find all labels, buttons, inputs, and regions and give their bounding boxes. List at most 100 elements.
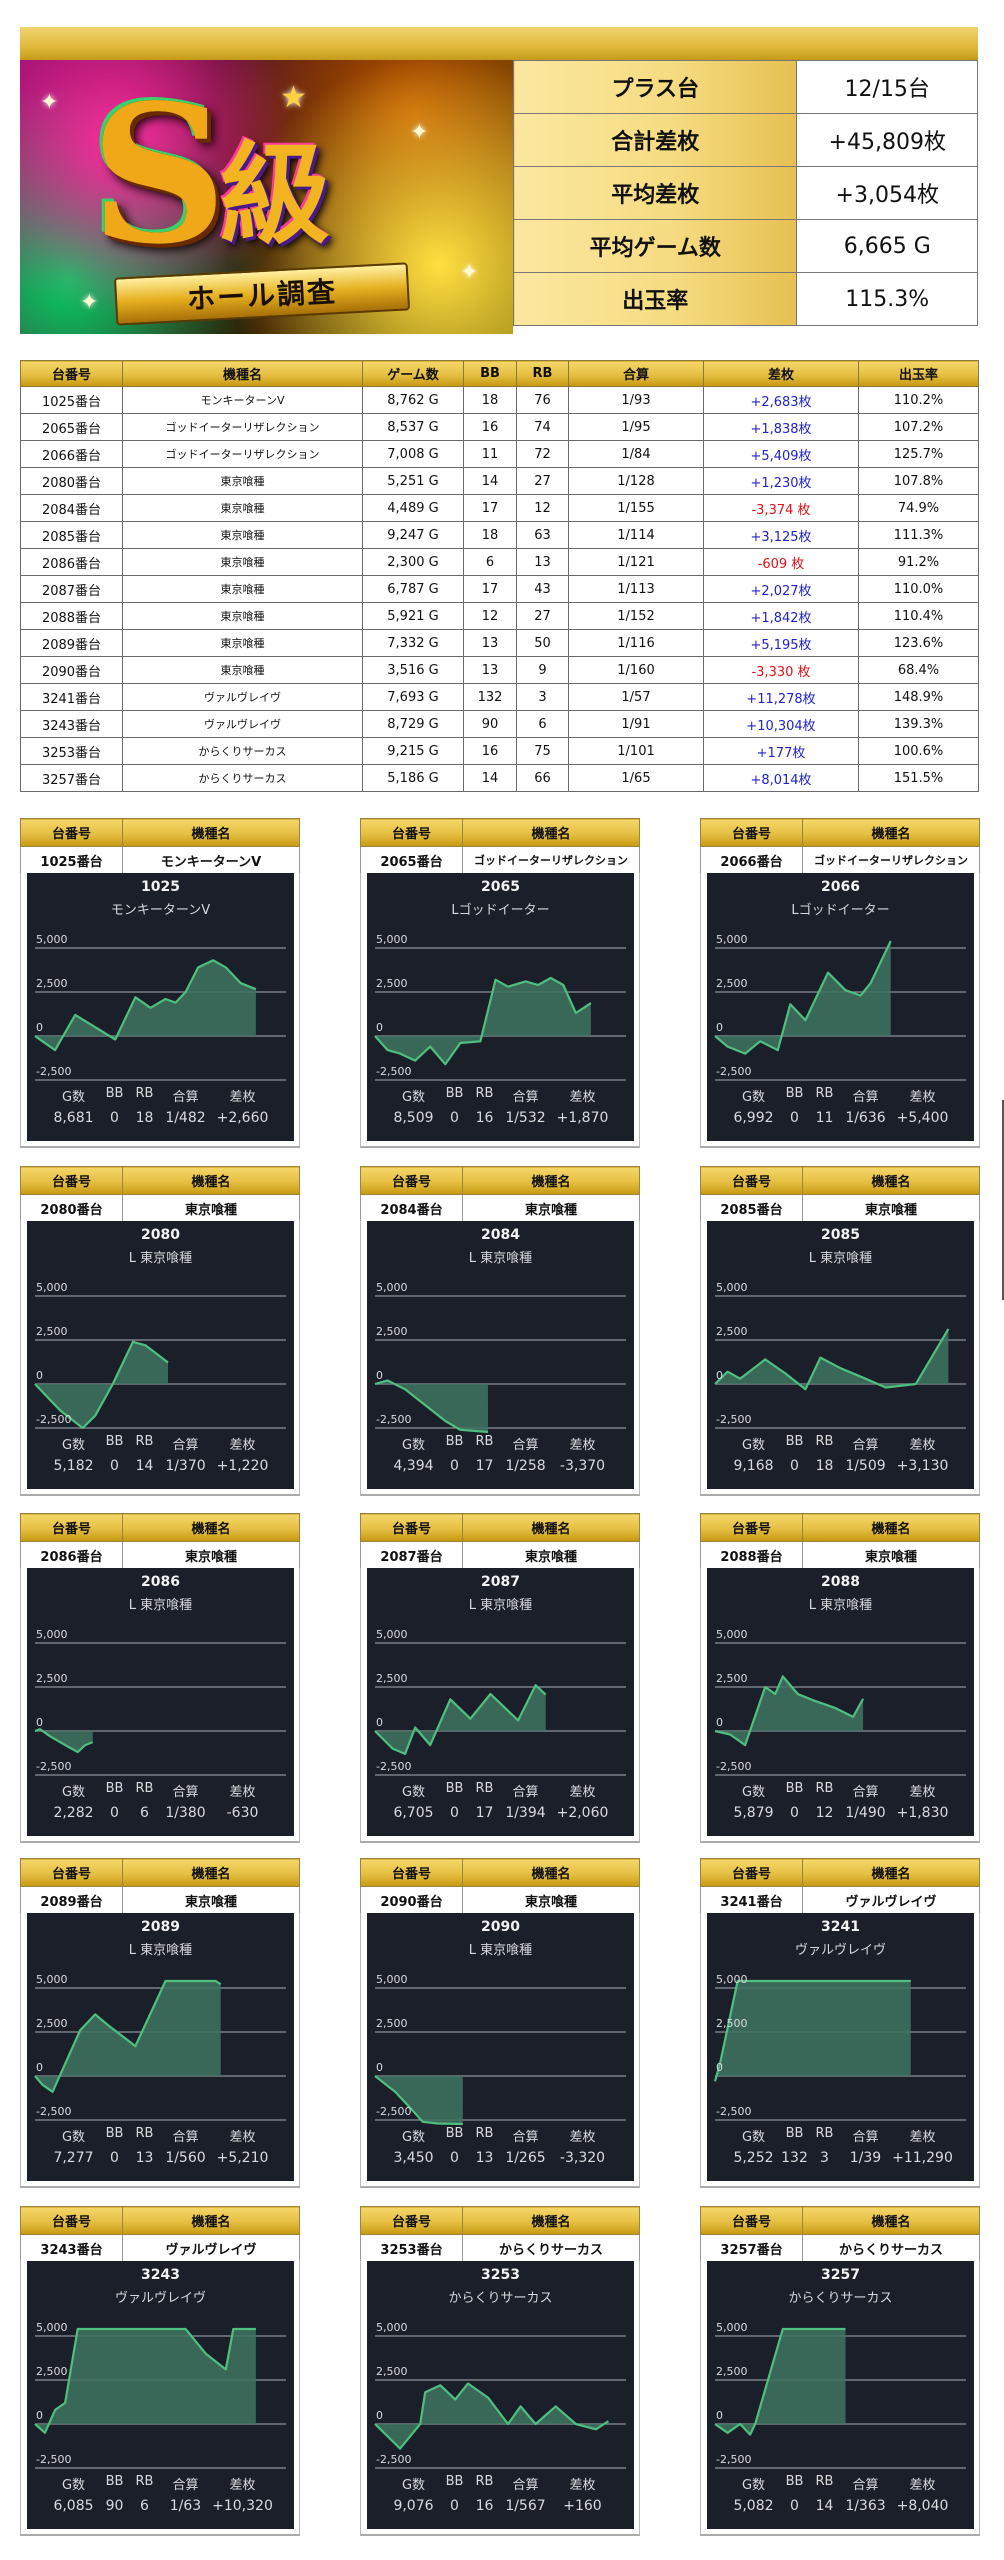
graph-title: 3253 — [481, 2267, 520, 2283]
stat-value: 6,705 — [393, 1805, 434, 1821]
stat-label: 合算 — [852, 2478, 879, 2493]
stat-label: 差枚 — [909, 2478, 936, 2493]
unit-number: 1025番台 — [20, 846, 123, 873]
unit-header: 台番号 — [700, 1166, 803, 1195]
graph-subtitle: モンキーターンV — [110, 903, 211, 918]
stat-value: -630 — [226, 1805, 259, 1821]
card-header-table: 台番号 機種名 2090番台 東京喰種 — [360, 1858, 640, 1913]
stats-value-row: 9,076 0 16 1/567 +160 — [367, 2498, 634, 2514]
stat-label: RB — [135, 2126, 154, 2141]
slump-graph: 5,000 2,500 0 -2,500 — [374, 1281, 626, 1434]
y-tick-label: 0 — [716, 2061, 723, 2074]
stat-label: BB — [445, 2126, 464, 2141]
y-tick-label: 2,500 — [36, 2365, 68, 2378]
stat-label: G数 — [741, 1090, 766, 1105]
stats-value-row: 2,282 0 6 1/380 -630 — [27, 1805, 294, 1821]
table-cell: -609 枚 — [703, 548, 859, 576]
card-frame — [360, 1221, 640, 1496]
stat-value: 6 — [140, 2498, 149, 2514]
slump-graph: 5,000 2,500 0 -2,500 — [34, 2321, 286, 2469]
stat-value: 8,509 — [393, 1110, 434, 1126]
table-cell: 8,537 G — [362, 413, 464, 441]
machine-card: 台番号 機種名 3257番台 からくりサーカス 3257 からくりサーカス 5,… — [700, 2206, 980, 2536]
stat-value: 0 — [790, 1458, 799, 1474]
stats-value-row: 5,082 0 14 1/363 +8,040 — [707, 2498, 974, 2514]
table-cell: 2086番台 — [20, 548, 123, 576]
card-header-table: 台番号 機種名 3257番台 からくりサーカス — [700, 2206, 980, 2261]
y-tick-label: -2,500 — [36, 1065, 71, 1078]
stat-value: -3,320 — [559, 2150, 606, 2166]
stat-label: BB — [105, 2126, 124, 2141]
graph-subtitle: からくりサーカス — [448, 2291, 553, 2306]
graph-title: 2080 — [141, 1227, 180, 1243]
stat-label: RB — [815, 1781, 834, 1796]
graph-title: 2065 — [481, 879, 520, 895]
stat-value: 0 — [450, 2150, 459, 2166]
stat-label: G数 — [61, 2478, 86, 2493]
stat-value: 14 — [815, 2498, 834, 2514]
y-tick-label: 2,500 — [36, 1672, 68, 1685]
card-header-table: 台番号 機種名 3253番台 からくりサーカス — [360, 2206, 640, 2261]
unit-header: 台番号 — [360, 2206, 463, 2235]
slump-graph-panel: 2086 L 東京喰種 5,000 2,500 0 -2,500 G数 BB RB 合算 差枚… — [27, 1568, 294, 1836]
y-tick-label: 2,500 — [376, 1672, 408, 1685]
card-header-table: 台番号 機種名 1025番台 モンキーターンV — [20, 818, 300, 873]
table-cell: 1/65 — [568, 764, 704, 792]
machine-card: 台番号 機種名 3241番台 ヴァルヴレイヴ 3241 ヴァルヴレイヴ 5,00… — [700, 1858, 980, 2188]
graph-stats: G数 BB RB 合算 差枚 5,182 0 14 1/370 +1,220 — [27, 1434, 294, 1474]
table-cell: +8,014枚 — [703, 764, 859, 792]
y-tick-label: -2,500 — [36, 2453, 71, 2466]
stat-value: 0 — [790, 2498, 799, 2514]
table-cell: 8,729 G — [362, 710, 464, 738]
graph-stats: G数 BB RB 合算 差枚 5,252 132 3 1/39 +11,290 — [707, 2126, 974, 2166]
card-frame — [20, 873, 300, 1148]
stat-label: RB — [815, 2126, 834, 2141]
column-header: RB — [516, 360, 569, 387]
stats-value-row: 6,705 0 17 1/394 +2,060 — [367, 1805, 634, 1821]
graph-subtitle: L 東京喰種 — [808, 1251, 873, 1266]
stat-value: 1/482 — [165, 1110, 206, 1126]
table-cell: 東京喰種 — [122, 629, 363, 657]
y-tick-label: 2,500 — [376, 977, 408, 990]
card-header-table: 台番号 機種名 2086番台 東京喰種 — [20, 1513, 300, 1568]
stat-value: 0 — [790, 1110, 799, 1126]
stat-value: +11,290 — [892, 2150, 953, 2166]
graph-title: 2090 — [481, 1919, 520, 1935]
stat-label: RB — [135, 2474, 154, 2489]
table-cell: 6,787 G — [362, 575, 464, 603]
slump-graph: 5,000 2,500 0 -2,500 — [714, 2321, 966, 2469]
table-cell: 7,693 G — [362, 683, 464, 711]
table-cell: 18 — [463, 521, 517, 549]
machine-card: 台番号 機種名 1025番台 モンキーターンV 1025 モンキーターンV 5,… — [20, 818, 300, 1148]
y-tick-label: 2,500 — [716, 2017, 748, 2030]
summary-row: 合計差枚 +45,809枚 — [512, 113, 978, 167]
table-cell: 90 — [463, 710, 517, 738]
table-cell: 74 — [516, 413, 569, 441]
table-cell: からくりサーカス — [122, 737, 363, 765]
unit-number: 2089番台 — [20, 1886, 123, 1913]
stat-value: 9,076 — [393, 2498, 434, 2514]
table-cell: 1/160 — [568, 656, 704, 684]
summary-row: プラス台 12/15台 — [512, 60, 978, 114]
graph-subtitle: L 東京喰種 — [468, 1943, 533, 1958]
y-tick-label: 0 — [36, 2409, 43, 2422]
table-cell: 3 — [516, 683, 569, 711]
stat-value: 16 — [475, 1110, 494, 1126]
stat-label: G数 — [61, 1785, 86, 1800]
graph-title: 3243 — [141, 2267, 180, 2283]
slump-graph: 5,000 2,500 0 -2,500 — [714, 1281, 966, 1429]
table-cell: 2,300 G — [362, 548, 464, 576]
table-cell: 75 — [516, 737, 569, 765]
stat-label: RB — [815, 1434, 834, 1449]
table-cell: -3,374 枚 — [703, 494, 859, 522]
stat-label: G数 — [401, 2130, 426, 2145]
summary-row: 平均ゲーム数 6,665 G — [512, 219, 978, 273]
y-tick-label: 0 — [36, 2061, 43, 2074]
stat-label: G数 — [401, 1438, 426, 1453]
table-cell: 16 — [463, 413, 517, 441]
table-row: 1025番台 モンキーターンV 8,762 G 18 76 1/93 +2,683枚 110.… — [20, 386, 979, 414]
card-frame — [700, 873, 980, 1148]
y-tick-label: -2,500 — [716, 1065, 751, 1078]
card-header-table: 台番号 機種名 2084番台 東京喰種 — [360, 1166, 640, 1221]
y-tick-label: 2,500 — [376, 2017, 408, 2030]
